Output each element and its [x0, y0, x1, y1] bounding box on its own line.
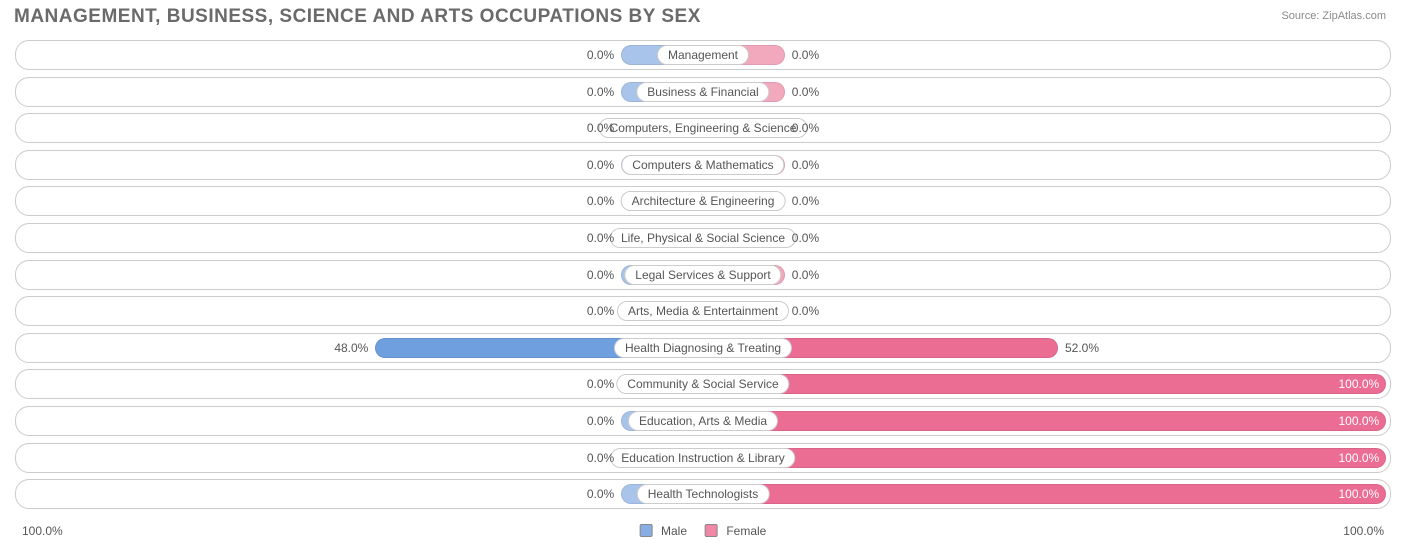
axis-label-right: 100.0%	[1343, 524, 1384, 538]
male-pct-label: 0.0%	[587, 268, 614, 282]
category-label: Arts, Media & Entertainment	[617, 301, 789, 321]
female-pct-label: 100.0%	[1338, 451, 1379, 465]
female-pct-label: 0.0%	[792, 48, 819, 62]
diverging-bar-chart: Management 0.0% 0.0% Business & Financial 0.…	[15, 40, 1391, 516]
female-bar	[703, 374, 1386, 394]
category-label: Life, Physical & Social Science	[610, 228, 796, 248]
female-pct-label: 52.0%	[1065, 341, 1099, 355]
category-label: Computers & Mathematics	[621, 155, 784, 175]
female-bar	[703, 448, 1386, 468]
category-label: Architecture & Engineering	[621, 191, 786, 211]
female-pct-label: 0.0%	[792, 158, 819, 172]
category-label: Health Diagnosing & Treating	[614, 338, 792, 358]
male-pct-label: 0.0%	[587, 85, 614, 99]
female-pct-label: 0.0%	[792, 304, 819, 318]
legend-swatch-female	[705, 524, 718, 537]
male-pct-label: 0.0%	[587, 48, 614, 62]
chart-row: Health Technologists 0.0% 100.0%	[15, 479, 1391, 509]
chart-row: Health Diagnosing & Treating 48.0% 52.0%	[15, 333, 1391, 363]
chart-row: Computers & Mathematics 0.0% 0.0%	[15, 150, 1391, 180]
category-label: Legal Services & Support	[624, 265, 781, 285]
male-pct-label: 0.0%	[587, 121, 614, 135]
male-pct-label: 0.0%	[587, 231, 614, 245]
chart-row: Arts, Media & Entertainment0.0% 0.0%	[15, 296, 1391, 326]
legend-swatch-male	[640, 524, 653, 537]
chart-row: Life, Physical & Social Science0.0% 0.0%	[15, 223, 1391, 253]
category-label: Management	[657, 45, 749, 65]
chart-row: Education Instruction & Library0.0% 100.0…	[15, 443, 1391, 473]
category-label: Education Instruction & Library	[610, 448, 795, 468]
male-pct-label: 0.0%	[587, 194, 614, 208]
chart-row: Architecture & Engineering 0.0% 0.0%	[15, 186, 1391, 216]
male-pct-label: 0.0%	[587, 377, 614, 391]
female-pct-label: 0.0%	[792, 121, 819, 135]
female-bar	[703, 411, 1386, 431]
legend-label-female: Female	[726, 524, 766, 538]
female-bar	[703, 484, 1386, 504]
chart-row: Legal Services & Support 0.0% 0.0%	[15, 260, 1391, 290]
female-pct-label: 0.0%	[792, 194, 819, 208]
legend-label-male: Male	[661, 524, 687, 538]
female-pct-label: 0.0%	[792, 231, 819, 245]
male-pct-label: 0.0%	[587, 487, 614, 501]
female-pct-label: 100.0%	[1338, 377, 1379, 391]
legend-item-male: Male	[640, 524, 687, 538]
category-label: Computers, Engineering & Science	[599, 118, 808, 138]
male-pct-label: 0.0%	[587, 158, 614, 172]
chart-title: MANAGEMENT, BUSINESS, SCIENCE AND ARTS O…	[14, 6, 701, 28]
male-pct-label: 48.0%	[334, 341, 368, 355]
chart-row: Education, Arts & Media 0.0% 100.0%	[15, 406, 1391, 436]
category-label: Health Technologists	[637, 484, 770, 504]
category-label: Business & Financial	[636, 82, 769, 102]
chart-row: Computers, Engineering & Science0.0% 0.0%	[15, 113, 1391, 143]
category-label: Education, Arts & Media	[628, 411, 778, 431]
female-pct-label: 0.0%	[792, 268, 819, 282]
male-pct-label: 0.0%	[587, 414, 614, 428]
category-label: Community & Social Service	[616, 374, 789, 394]
female-pct-label: 100.0%	[1338, 487, 1379, 501]
chart-row: Community & Social Service0.0% 100.0%	[15, 369, 1391, 399]
axis-label-left: 100.0%	[22, 524, 63, 538]
female-pct-label: 0.0%	[792, 85, 819, 99]
chart-row: Management 0.0% 0.0%	[15, 40, 1391, 70]
female-pct-label: 100.0%	[1338, 414, 1379, 428]
legend: Male Female	[640, 524, 767, 538]
male-pct-label: 0.0%	[587, 451, 614, 465]
legend-item-female: Female	[705, 524, 766, 538]
source-credit: Source: ZipAtlas.com	[1281, 10, 1386, 22]
chart-row: Business & Financial 0.0% 0.0%	[15, 77, 1391, 107]
male-pct-label: 0.0%	[587, 304, 614, 318]
